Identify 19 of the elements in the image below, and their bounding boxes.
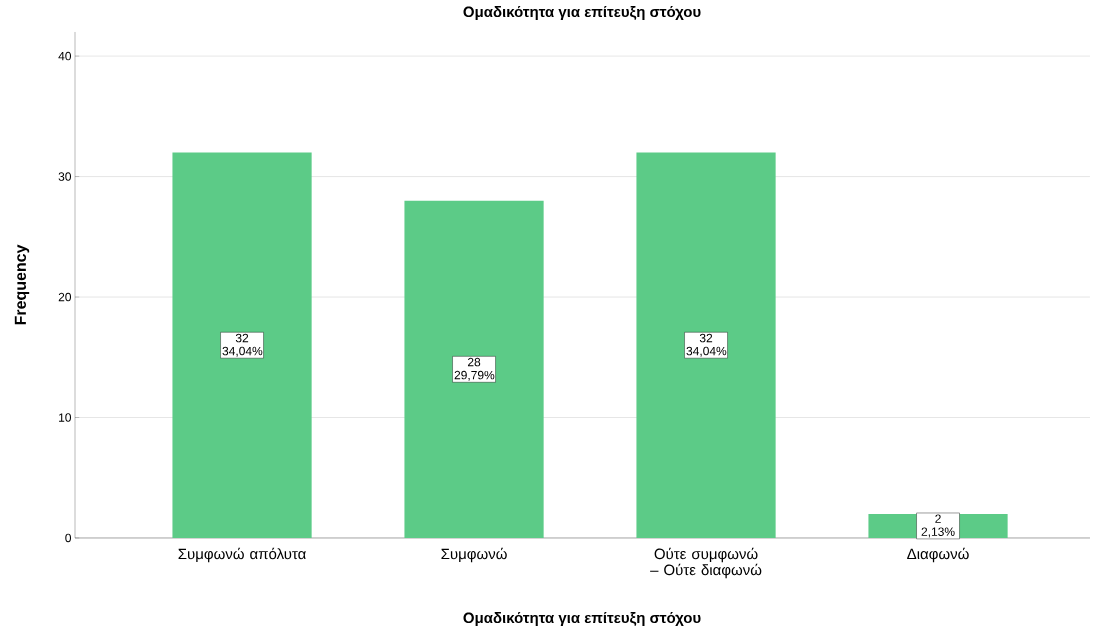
data-label: 32 34,04% [222, 333, 263, 357]
y-tick-label: 40 [58, 51, 72, 61]
bar [172, 152, 312, 538]
x-tick-label: Συμφωνώ [441, 547, 507, 563]
y-tick-label: 10 [59, 413, 72, 422]
y-tick-label: 20 [58, 292, 72, 302]
x-tick-label: Διαφωνώ [907, 547, 969, 563]
x-tick-label: Συμφωνώ απόλυτα [178, 547, 306, 563]
bar [636, 152, 776, 538]
data-label: 28 29,79% [454, 357, 495, 381]
x-tick-label: Ούτε συμφωνώ – Ούτε διαφωνώ [650, 547, 762, 579]
chart-title: Ομαδικότητα για επίτευξη στόχου [463, 5, 701, 21]
bar [404, 200, 544, 538]
data-label: 2 2,13% [921, 514, 955, 538]
y-axis-title: Frequency [14, 244, 30, 325]
x-axis-title: Ομαδικότητα για επίτευξη στόχου [463, 611, 701, 627]
data-label: 32 34,04% [686, 333, 727, 357]
y-tick-label: 30 [58, 172, 72, 181]
y-tick-label: 0 [65, 533, 72, 543]
